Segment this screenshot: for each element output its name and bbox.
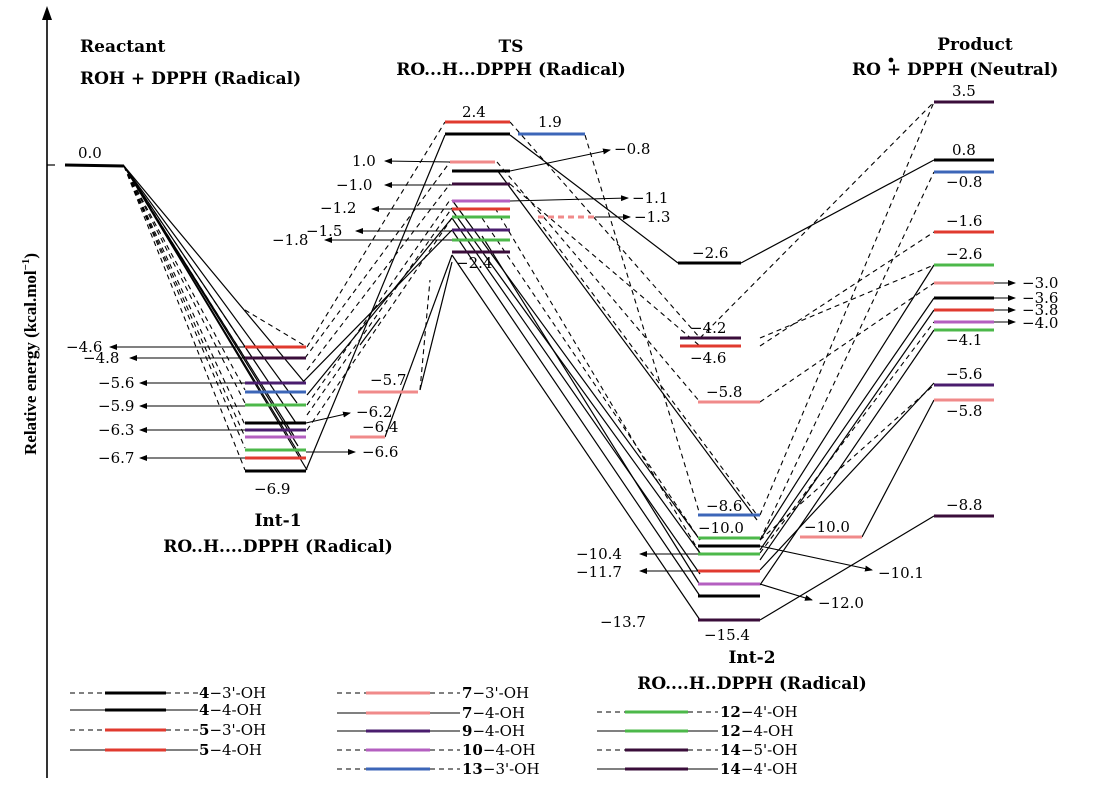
product-subtitle: RO + DPPH (Neutral) — [852, 60, 1058, 80]
value-label: −4.0 — [1022, 314, 1058, 332]
value-label: −6.7 — [98, 449, 134, 467]
svg-text:9−4-OH: 9−4-OH — [462, 722, 525, 740]
value-label: −5.9 — [98, 397, 134, 415]
legend: 4−3'-OH 4−4-OH 5−3'-OH 5−4-OH 7−3'-OH — [70, 684, 798, 778]
value-label: −10.1 — [878, 564, 924, 582]
label-arrows — [109, 148, 1016, 601]
int2-subtitle: RO....H..DPPH (Radical) — [637, 674, 867, 694]
value-label: −13.7 — [600, 613, 646, 631]
legend-item: 4−3'-OH — [70, 684, 266, 702]
value-label: −5.7 — [370, 371, 406, 389]
reactant-title: Reactant — [80, 37, 166, 57]
reactant-subtitle: ROH + DPPH (Radical) — [80, 69, 301, 89]
value-label: −3.0 — [1022, 274, 1058, 292]
legend-item: 5−3'-OH — [70, 721, 266, 739]
value-label: −4.1 — [946, 331, 982, 349]
value-label: −1.0 — [336, 176, 372, 194]
value-label: −1.2 — [320, 199, 356, 217]
svg-text:12−4-OH: 12−4-OH — [720, 722, 793, 740]
svg-text:7−4-OH: 7−4-OH — [462, 704, 525, 722]
legend-item: 10−4-OH — [337, 741, 535, 759]
value-label: −4.6 — [690, 349, 726, 367]
value-label: −8.8 — [946, 496, 982, 514]
value-label: −6.4 — [362, 418, 398, 436]
value-label: −3.6 — [1022, 289, 1058, 307]
value-label: −4.8 — [83, 349, 119, 367]
svg-text:5−4-OH: 5−4-OH — [199, 741, 262, 759]
legend-item: 14−5'-OH — [597, 741, 798, 759]
value-label: −6.2 — [356, 403, 392, 421]
value-label: −1.1 — [632, 189, 668, 207]
svg-text:7−3'-OH: 7−3'-OH — [462, 684, 529, 702]
svg-text:14−5'-OH: 14−5'-OH — [720, 741, 798, 759]
legend-item: 13−3'-OH — [337, 760, 540, 778]
value-label: 3.5 — [952, 82, 976, 100]
int2-title: Int-2 — [728, 648, 775, 668]
legend-item: 4−4-OH — [70, 701, 262, 719]
int1-subtitle: RO..H....DPPH (Radical) — [163, 537, 393, 557]
legend-item: 9−4-OH — [337, 722, 525, 740]
legend-item: 7−3'-OH — [337, 684, 529, 702]
value-label: 2.4 — [462, 103, 486, 121]
svg-text:5−3'-OH: 5−3'-OH — [199, 721, 266, 739]
value-label: −10.0 — [698, 519, 744, 537]
value-label: 1.9 — [538, 113, 562, 131]
value-label: −10.0 — [804, 518, 850, 536]
int1-title: Int-1 — [254, 511, 301, 531]
value-label: −0.8 — [614, 140, 650, 158]
value-label: 0.8 — [952, 141, 976, 159]
energy-levels — [64, 100, 994, 622]
level-reactant — [64, 163, 125, 168]
value-label: −12.0 — [818, 594, 864, 612]
svg-text:13−3'-OH: 13−3'-OH — [462, 760, 540, 778]
svg-text:12−4'-OH: 12−4'-OH — [720, 703, 798, 721]
value-label: −2.6 — [946, 245, 982, 263]
solid-connectors — [123, 134, 935, 621]
value-label: 0.0 — [78, 144, 102, 162]
value-label: −6.9 — [254, 480, 290, 498]
value-label: −8.6 — [706, 497, 742, 515]
radical-dot-icon — [888, 57, 894, 63]
dashed-connectors — [123, 101, 935, 554]
value-label: −1.6 — [946, 212, 982, 230]
legend-item: 7−4-OH — [337, 704, 525, 722]
value-label: −0.8 — [946, 173, 982, 191]
value-label: 1.0 — [352, 152, 376, 170]
svg-text:4−3'-OH: 4−3'-OH — [199, 684, 266, 702]
value-label: −5.8 — [706, 383, 742, 401]
svg-text:10−4-OH: 10−4-OH — [462, 741, 535, 759]
value-label: −1.3 — [634, 208, 670, 226]
value-label: −1.8 — [272, 231, 308, 249]
svg-text:14−4'-OH: 14−4'-OH — [720, 760, 798, 778]
value-label: −1.5 — [306, 222, 342, 240]
product-title: Product — [937, 35, 1013, 55]
value-label: −15.4 — [704, 626, 750, 644]
value-label: −6.3 — [98, 421, 134, 439]
y-axis-arrow-icon — [42, 6, 52, 20]
value-label: −4.2 — [690, 319, 726, 337]
legend-item: 14−4'-OH — [597, 760, 798, 778]
value-label: −5.6 — [98, 374, 134, 392]
ts-title: TS — [499, 37, 524, 57]
svg-text:4−4-OH: 4−4-OH — [199, 701, 262, 719]
value-labels: 0.0 −4.6 −4.8 −5.6 −5.9 −6.2 −6.3 −6.6 −… — [66, 82, 1058, 644]
value-label: −10.4 — [576, 545, 622, 563]
ts-subtitle: RO...H...DPPH (Radical) — [396, 60, 626, 80]
value-label: −2.4 — [456, 254, 492, 272]
value-label: −2.6 — [692, 244, 728, 262]
value-label: −3.8 — [1022, 301, 1058, 319]
legend-item: 5−4-OH — [70, 741, 262, 759]
value-label: −6.6 — [362, 443, 398, 461]
legend-item: 12−4-OH — [597, 722, 793, 740]
value-label: −11.7 — [576, 563, 622, 581]
legend-item: 12−4'-OH — [597, 703, 798, 721]
value-label: −5.8 — [946, 402, 982, 420]
value-label: −4.6 — [66, 338, 102, 356]
y-axis-label: Relative energy (kcal.mol−1) — [20, 253, 40, 455]
value-label: −5.6 — [946, 365, 982, 383]
